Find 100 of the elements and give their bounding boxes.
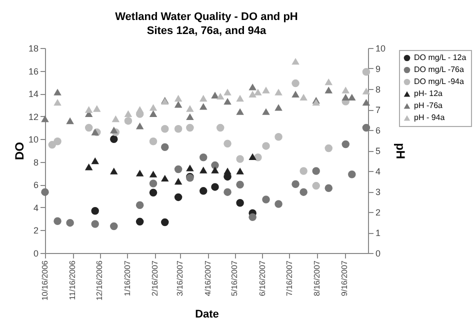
x-tick-label: 10/16/2006 bbox=[40, 260, 50, 301]
point bbox=[149, 180, 158, 188]
point bbox=[292, 58, 300, 65]
y2-tick-label: 10 bbox=[376, 44, 386, 54]
point bbox=[274, 132, 282, 141]
point bbox=[91, 220, 99, 228]
point bbox=[224, 98, 232, 105]
legend-label: pH- 12a bbox=[414, 89, 444, 98]
point bbox=[224, 168, 232, 174]
point bbox=[324, 184, 333, 192]
point bbox=[312, 182, 320, 190]
y2-tick-label: 7 bbox=[376, 105, 381, 115]
point bbox=[236, 94, 244, 102]
point bbox=[41, 115, 49, 122]
point bbox=[292, 180, 300, 188]
point bbox=[136, 218, 144, 226]
point bbox=[236, 180, 244, 189]
point bbox=[124, 110, 132, 117]
legend-label: DO mg/L -94a bbox=[414, 77, 464, 86]
y-tick-label: 16 bbox=[28, 66, 38, 76]
point bbox=[324, 86, 333, 94]
y-tick-label: 12 bbox=[28, 112, 38, 122]
y-axis-title: DO bbox=[12, 142, 26, 160]
point bbox=[274, 88, 282, 96]
point bbox=[186, 164, 194, 172]
point bbox=[149, 138, 158, 146]
point bbox=[312, 167, 320, 175]
legend-label: DO mg/L - 12a bbox=[414, 53, 467, 62]
point bbox=[211, 183, 219, 191]
x-tick-label: 5/16/2007 bbox=[230, 260, 240, 296]
point bbox=[84, 106, 93, 113]
point bbox=[274, 200, 282, 208]
point bbox=[149, 104, 158, 111]
point bbox=[91, 157, 99, 164]
point bbox=[300, 188, 308, 196]
point bbox=[248, 90, 256, 98]
point bbox=[262, 86, 270, 94]
point bbox=[136, 122, 144, 130]
point bbox=[66, 218, 74, 227]
point bbox=[362, 88, 370, 94]
point bbox=[216, 92, 224, 100]
point bbox=[292, 79, 300, 88]
point bbox=[199, 103, 208, 110]
y2-tick-label: 6 bbox=[376, 126, 381, 136]
point bbox=[174, 165, 182, 174]
point bbox=[224, 140, 232, 148]
point bbox=[174, 178, 182, 185]
y2-axis-title: pH bbox=[394, 143, 408, 159]
x-tick-label: 2/16/2007 bbox=[150, 260, 160, 296]
point bbox=[54, 138, 62, 146]
point bbox=[186, 113, 194, 120]
point bbox=[362, 124, 370, 132]
point bbox=[262, 196, 270, 204]
point bbox=[254, 88, 262, 96]
point bbox=[274, 104, 282, 111]
y2-tick-label: 1 bbox=[376, 228, 381, 238]
y-tick-label: 14 bbox=[28, 89, 38, 100]
point bbox=[248, 84, 256, 90]
point bbox=[236, 199, 244, 207]
y2-tick-label: 8 bbox=[376, 84, 381, 94]
point bbox=[110, 222, 118, 230]
y-tick-label: 6 bbox=[33, 180, 38, 190]
legend-label: DO mg/L -76a bbox=[414, 65, 464, 74]
point bbox=[149, 110, 158, 117]
point bbox=[300, 94, 308, 101]
chart-subtitle: Sites 12a, 76a, and 94a bbox=[146, 25, 267, 37]
point bbox=[348, 94, 356, 101]
point bbox=[110, 168, 118, 174]
point bbox=[136, 106, 144, 113]
point bbox=[342, 140, 350, 148]
point bbox=[362, 68, 370, 76]
point bbox=[174, 101, 182, 108]
point bbox=[124, 117, 132, 125]
point bbox=[161, 218, 169, 226]
x-tick-label: 9/16/2007 bbox=[340, 260, 350, 296]
y-tick-label: 0 bbox=[33, 248, 38, 258]
x-tick-label: 12/16/2006 bbox=[95, 260, 104, 301]
legend-label: pH - 94a bbox=[414, 113, 446, 122]
y2-tick-label: 4 bbox=[376, 166, 381, 176]
point bbox=[93, 105, 101, 112]
y2-tick-label: 0 bbox=[376, 248, 381, 258]
point bbox=[161, 124, 169, 133]
point bbox=[211, 161, 219, 170]
point bbox=[348, 170, 356, 178]
y-tick-label: 10 bbox=[28, 134, 38, 145]
point bbox=[54, 98, 62, 106]
point bbox=[211, 92, 219, 99]
point bbox=[161, 174, 169, 182]
point bbox=[84, 164, 93, 170]
y-tick-label: 4 bbox=[33, 202, 38, 213]
point bbox=[199, 94, 208, 102]
point bbox=[186, 124, 194, 132]
point bbox=[199, 166, 208, 174]
x-tick-label: 7/16/2007 bbox=[284, 260, 294, 296]
point bbox=[342, 86, 350, 94]
point bbox=[248, 153, 256, 160]
point bbox=[149, 170, 158, 178]
x-tick-label: 6/16/2007 bbox=[258, 260, 267, 296]
point bbox=[136, 201, 144, 210]
point bbox=[324, 144, 333, 152]
